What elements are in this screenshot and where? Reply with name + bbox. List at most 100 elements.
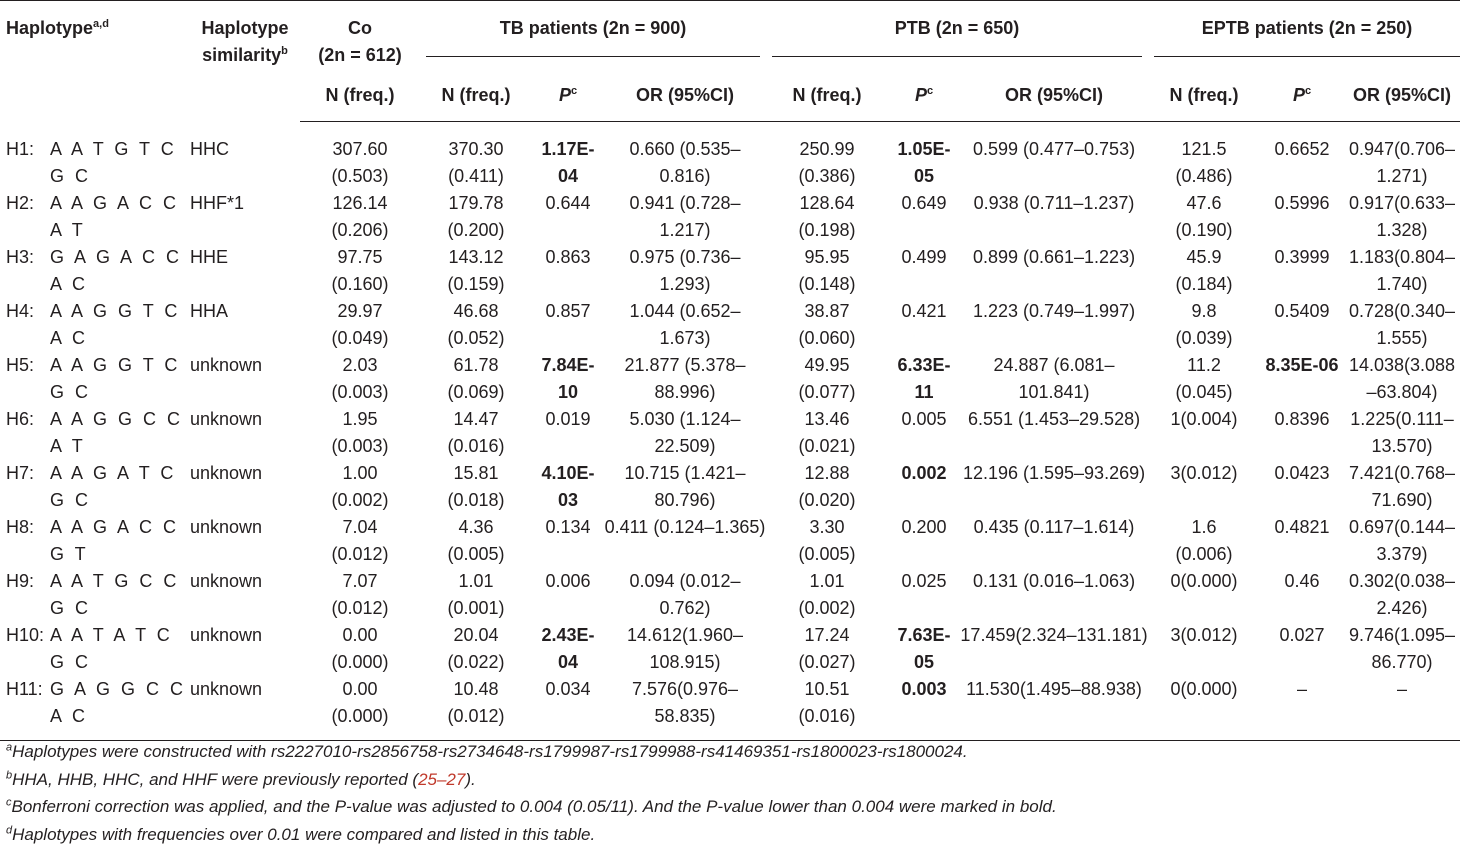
ptb-or-cell-value: 12.196 (1.595–​93.269) (963, 463, 1145, 483)
ptb-p-cell-value: 0.005 (901, 409, 946, 429)
ptb-nfreq-cell: 12.88(0.020) (766, 460, 888, 514)
haplotype-sequence-cell: G A G G C C A C (50, 676, 190, 741)
ptb-or-cell: 1.223 (0.749–​1.997) (960, 298, 1148, 352)
haplotype-similarity-cell-value: unknown (190, 463, 262, 483)
tb-p-header: Pc (532, 69, 604, 122)
eptb-nfreq-cell-value: 0(0.000) (1170, 679, 1237, 699)
eptb-or-cell-value: 7.421(0.768–​71.690) (1349, 463, 1455, 510)
footnote-a-text: Haplotypes were constructed with rs22270… (12, 742, 967, 761)
co-nfreq-cell-value: (0.003) (331, 382, 388, 402)
ptb-p-cell: 0.200 (888, 514, 960, 568)
tb-nfreq-cell: 20.04(0.022) (420, 622, 532, 676)
ptb-nfreq-cell-value: 12.88 (804, 463, 849, 483)
eptb-or-cell-value: 1.225(0.111–​13.570) (1350, 409, 1453, 456)
eptb-nfreq-cell-value: 0(0.000) (1170, 571, 1237, 591)
ptb-p-label: P (915, 85, 927, 105)
haplotype-id-cell: H2: (0, 190, 50, 244)
tb-nfreq-cell-value: 14.47 (453, 409, 498, 429)
ptb-nfreq-cell-value: (0.002) (798, 598, 855, 618)
haplotype-similarity-cell: HHF*1 (190, 190, 300, 244)
ptb-or-cell-value: 6.551 (1.453–​29.528) (968, 409, 1140, 429)
eptb-nfreq-cell: 3(0.012) (1148, 622, 1260, 676)
footnotes: aHaplotypes were constructed with rs2227… (6, 738, 1057, 848)
eptb-or-cell: 1.183(0.804–​1.740) (1344, 244, 1460, 298)
footnote-a: aHaplotypes were constructed with rs2227… (6, 738, 1057, 766)
haplotype-similarity-cell: unknown (190, 406, 300, 460)
footnote-c: cBonferroni correction was applied, and … (6, 793, 1057, 821)
haplotype-id-cell-value: H7: (6, 463, 34, 483)
ptb-nfreq-cell-value: (0.027) (798, 652, 855, 672)
haplotype-id-cell-value: H4: (6, 301, 34, 321)
eptb-p-cell: 0.4821 (1260, 514, 1344, 568)
eptb-or-cell-value: 0.302(0.038–​2.426) (1349, 571, 1455, 618)
tb-p-cell: 0.019 (532, 406, 604, 460)
ptb-or-cell-value: 1.223 (0.749–​1.997) (973, 301, 1135, 321)
eptb-p-cell: 0.5409 (1260, 298, 1344, 352)
tb-or-cell: 7.576(0.976–​58.835) (604, 676, 766, 741)
ptb-p-cell: 0.499 (888, 244, 960, 298)
tb-or-cell: 10.715 (1.421–​80.796) (604, 460, 766, 514)
tb-p-cell-value: 0.034 (545, 679, 590, 699)
haplotype-table: Haplotypea,d Haplotype similarityb Co (2… (0, 0, 1460, 741)
co-nfreq-cell: 0.00(0.000) (300, 622, 420, 676)
haplotype-header-label: Haplotype (6, 18, 93, 38)
co-nfreq-cell-value: (0.002) (331, 490, 388, 510)
ptb-p-cell: 1.05E-​05 (888, 122, 960, 191)
eptb-nfreq-cell-value: 121.5 (1181, 139, 1226, 159)
tb-p-cell-value: 0.857 (545, 301, 590, 321)
ptb-p-header: Pc (888, 69, 960, 122)
ptb-p-cell: 0.421 (888, 298, 960, 352)
footnote-d-text: Haplotypes with frequencies over 0.01 we… (12, 825, 595, 844)
co-header-line2: (2n = 612) (318, 45, 402, 65)
tb-nfreq-cell-value: 61.78 (453, 355, 498, 375)
haplotype-id-cell-value: H6: (6, 409, 34, 429)
ptb-nfreq-cell-value: (0.386) (798, 166, 855, 186)
footnote-b: bHHA, HHB, HHC, and HHF were previously … (6, 766, 1057, 794)
eptb-nfreq-cell: 11.2(0.045) (1148, 352, 1260, 406)
haplotype-id-cell: H8: (0, 514, 50, 568)
eptb-or-cell: 9.746(1.095–​86.770) (1344, 622, 1460, 676)
co-nfreq-cell-value: (0.000) (331, 706, 388, 726)
ptb-or-cell-value: 0.131 (0.016–​1.063) (973, 571, 1135, 591)
ptb-or-cell: 11.530(1.495–​88.938) (960, 676, 1148, 741)
ptb-or-cell-value: 17.459(2.324–​131.181) (960, 625, 1147, 645)
ptb-nfreq-cell: 3.30(0.005) (766, 514, 888, 568)
haplotype-id-cell-value: H1: (6, 139, 34, 159)
tb-p-cell: 2.43E-​04 (532, 622, 604, 676)
co-nfreq-cell: 7.04 (0.012) (300, 514, 420, 568)
ptb-or-cell-value: 11.530(1.495–​88.938) (966, 679, 1142, 699)
eptb-p-cell-value: 0.5409 (1274, 301, 1329, 321)
co-nfreq-cell-value: 7.04 (342, 517, 377, 537)
tb-p-cell-value: 2.43E-​04 (541, 625, 594, 672)
tb-nfreq-cell: 10.48(0.012) (420, 676, 532, 741)
haplotype-id-cell: H9: (0, 568, 50, 622)
haplotype-id-cell: H10: (0, 622, 50, 676)
haplotype-similarity-cell-value: unknown (190, 625, 262, 645)
tb-p-cell-value: 4.10E-​03 (541, 463, 594, 510)
ptb-p-cell: 0.003 (888, 676, 960, 741)
tb-p-cell: 0.863 (532, 244, 604, 298)
co-nfreq-cell: 1.95(0.003) (300, 406, 420, 460)
ptb-nfreq-cell-value: (0.016) (798, 706, 855, 726)
tb-or-cell: 0.094 (0.012–​0.762) (604, 568, 766, 622)
haplotype-sequence-cell: A A T G T C G C (50, 122, 190, 191)
tb-or-cell-value: 10.715 (1.421–​80.796) (624, 463, 745, 510)
similarity-header-line1: Haplotype (202, 18, 289, 38)
eptb-nfreq-cell-value: 11.2 (1187, 355, 1221, 375)
similarity-header: Haplotype similarityb (190, 1, 300, 122)
footnote-b-text-before: HHA, HHB, HHC, and HHF were previously r… (12, 770, 418, 789)
tb-nfreq-cell-value: (0.069) (447, 382, 504, 402)
eptb-or-cell-value: 0.728(0.340–​1.555) (1349, 301, 1455, 348)
ptb-nfreq-cell-value: 13.46 (804, 409, 849, 429)
tb-or-cell: 1.044 (0.652–​1.673) (604, 298, 766, 352)
tb-nfreq-cell-value: (0.001) (447, 598, 504, 618)
haplotype-similarity-cell: HHA (190, 298, 300, 352)
ptb-or-cell-value: 0.599 (0.477–​0.753) (973, 139, 1135, 159)
ptb-p-cell: 0.002 (888, 460, 960, 514)
ptb-nfreq-cell: 49.95(0.077) (766, 352, 888, 406)
co-nfreq-cell-value: (0.012) (331, 544, 388, 564)
tb-or-cell-value: 0.975 (0.736–​1.293) (629, 247, 740, 294)
footnote-b-reference-link[interactable]: 25–27 (418, 770, 465, 789)
